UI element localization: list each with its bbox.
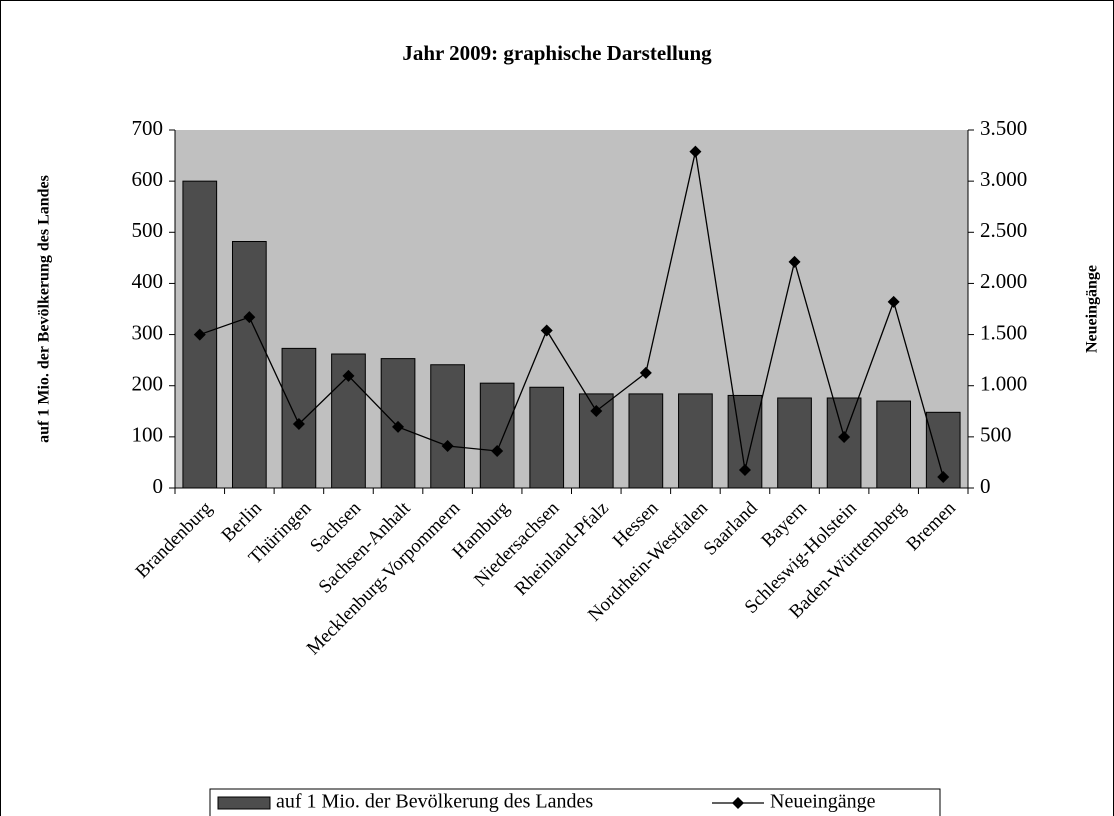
y-tick-label: 300 — [132, 320, 164, 344]
y-tick-label: 200 — [132, 372, 164, 396]
line-marker — [738, 463, 751, 476]
bar — [678, 393, 713, 489]
y-tick-label: 600 — [132, 167, 164, 191]
bar — [876, 400, 912, 489]
y2-tick-label: 2.000 — [980, 269, 1027, 293]
bar — [628, 393, 664, 489]
y2-axis-label: Neueingänge — [1084, 265, 1101, 353]
line-marker — [193, 328, 206, 341]
bar — [826, 397, 862, 489]
line-marker — [937, 470, 950, 483]
line-marker — [639, 366, 652, 379]
y2-tick-label: 0 — [980, 474, 991, 498]
line-marker — [689, 145, 702, 158]
line-marker — [788, 255, 801, 268]
bar — [479, 382, 515, 489]
y2-tick-label: 3.000 — [980, 167, 1027, 191]
line-marker — [292, 417, 305, 430]
y2-tick-label: 1.000 — [980, 372, 1027, 396]
line-marker — [590, 404, 603, 417]
y-tick-label: 100 — [132, 423, 164, 447]
y-tick-label: 0 — [153, 474, 164, 498]
legend-label: auf 1 Mio. der Bevölkerung des Landes — [276, 791, 593, 813]
line-marker — [887, 295, 900, 308]
y2-tick-label: 500 — [980, 423, 1012, 447]
bar — [529, 386, 565, 489]
y-tick-label: 700 — [132, 116, 164, 140]
line-marker — [441, 439, 454, 452]
bar — [430, 364, 465, 489]
chart-title: Jahr 2009: graphische Darstellung — [402, 41, 712, 65]
line-marker — [342, 369, 355, 382]
line-marker — [540, 324, 553, 337]
legend-marker — [732, 797, 744, 809]
legend-label: Neueingänge — [770, 791, 876, 813]
line-marker — [243, 311, 256, 324]
legend-box — [209, 788, 941, 816]
y2-tick-label: 2.500 — [980, 218, 1027, 242]
bar — [777, 397, 812, 489]
y2-tick-label: 1.500 — [980, 320, 1027, 344]
line — [199, 151, 944, 478]
y-tick-label: 400 — [132, 269, 164, 293]
y2-tick-label: 3.500 — [980, 116, 1027, 140]
y-axis-label: auf 1 Mio. der Bevölkerung des Landes — [36, 175, 53, 443]
line-marker — [838, 430, 851, 443]
line-marker — [491, 444, 504, 457]
legend-swatch — [217, 796, 271, 810]
y-tick-label: 500 — [132, 218, 164, 242]
line-marker — [392, 420, 405, 433]
bar — [231, 240, 267, 489]
